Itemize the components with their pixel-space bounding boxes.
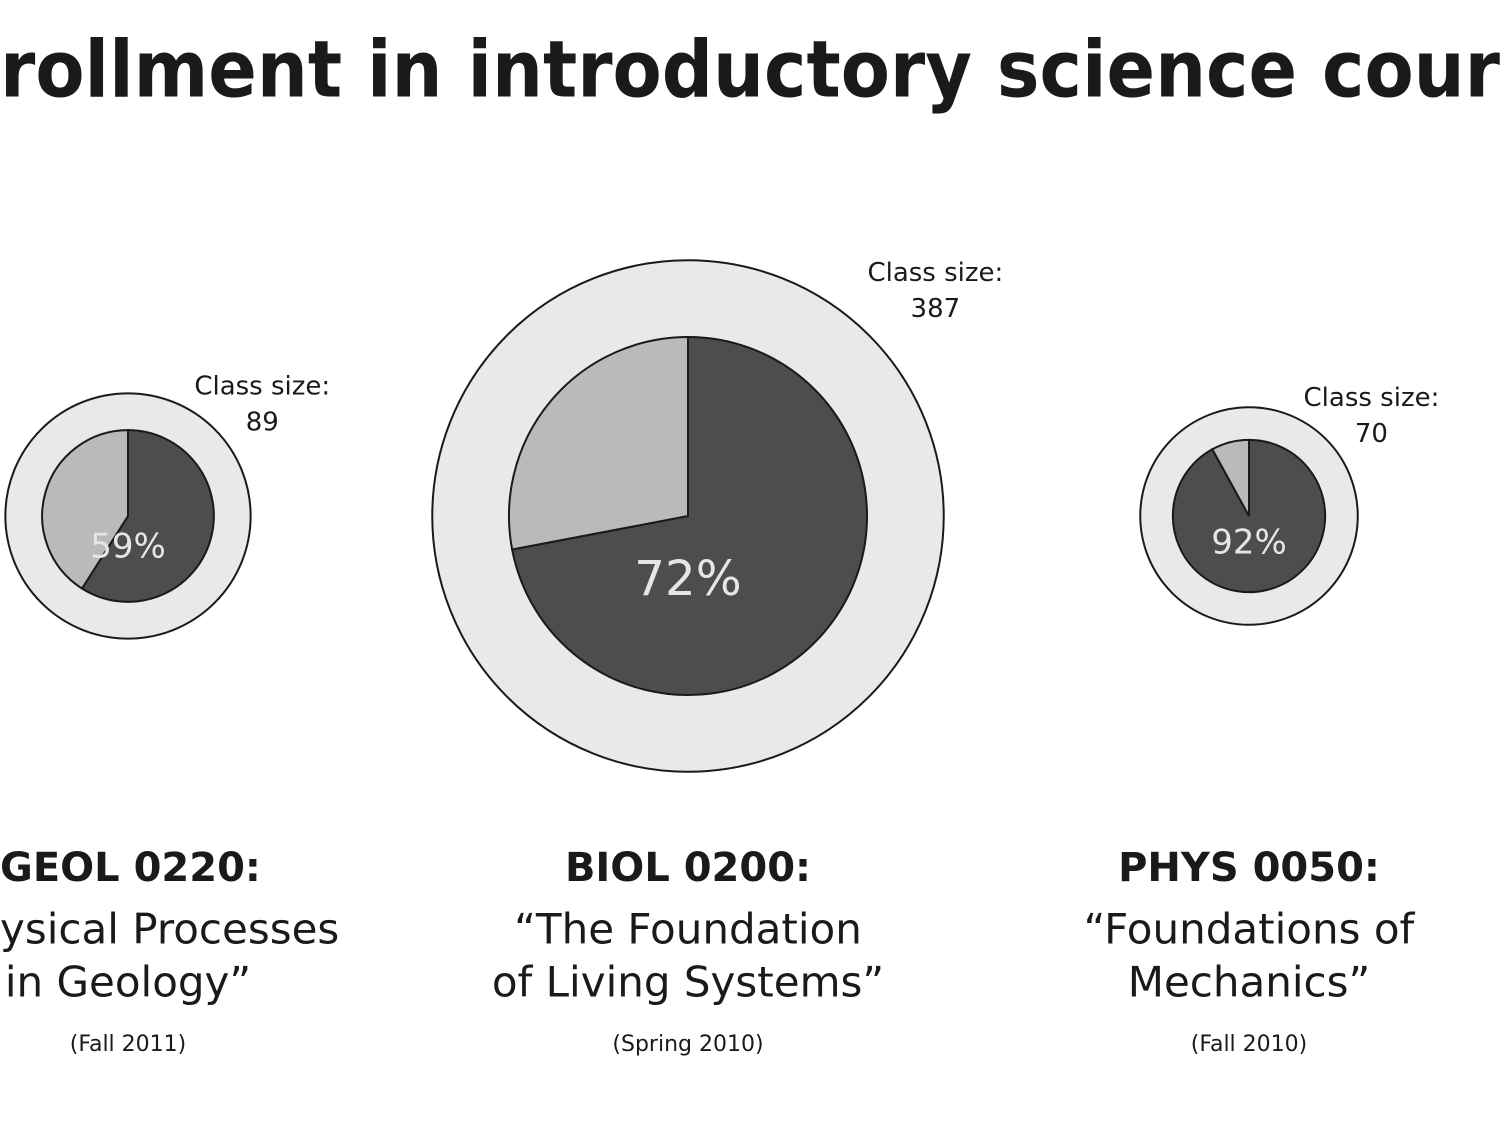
slice-label: 72% <box>634 551 741 607</box>
course-term: (Fall 2011) <box>70 1032 187 1057</box>
course-code: PHYS 0050: <box>1118 845 1380 891</box>
pie-slice <box>510 335 868 696</box>
course-name: in Geology” <box>5 958 251 1007</box>
pie-slice <box>41 429 129 590</box>
pie-slice <box>507 335 689 551</box>
course-name: ysical Processes <box>0 905 339 954</box>
class-size-label: Class size: <box>1304 383 1440 413</box>
course-term: (Spring 2010) <box>612 1032 763 1057</box>
pie-slice <box>1210 438 1250 517</box>
course-code: BIOL 0200: <box>565 845 811 891</box>
course-name: of Living Systems” <box>492 958 884 1007</box>
course-name: “The Foundation <box>514 905 862 954</box>
slice-label: 92% <box>1211 523 1287 563</box>
class-size-label: Class size: <box>867 258 1003 288</box>
class-size-value: 89 <box>246 407 279 437</box>
course-name: Mechanics” <box>1128 958 1371 1007</box>
pie-slice <box>80 429 215 603</box>
class-size-value: 387 <box>911 294 961 324</box>
course-code: GEOL 0220: <box>0 845 261 891</box>
class-size-label: Class size: <box>194 371 330 401</box>
course-term: (Fall 2010) <box>1191 1032 1308 1057</box>
slice-label: 59% <box>90 526 166 566</box>
class-size-value: 70 <box>1355 419 1388 449</box>
course-name: “Foundations of <box>1084 905 1416 954</box>
page-title: rollment in introductory science cour <box>0 25 1500 115</box>
